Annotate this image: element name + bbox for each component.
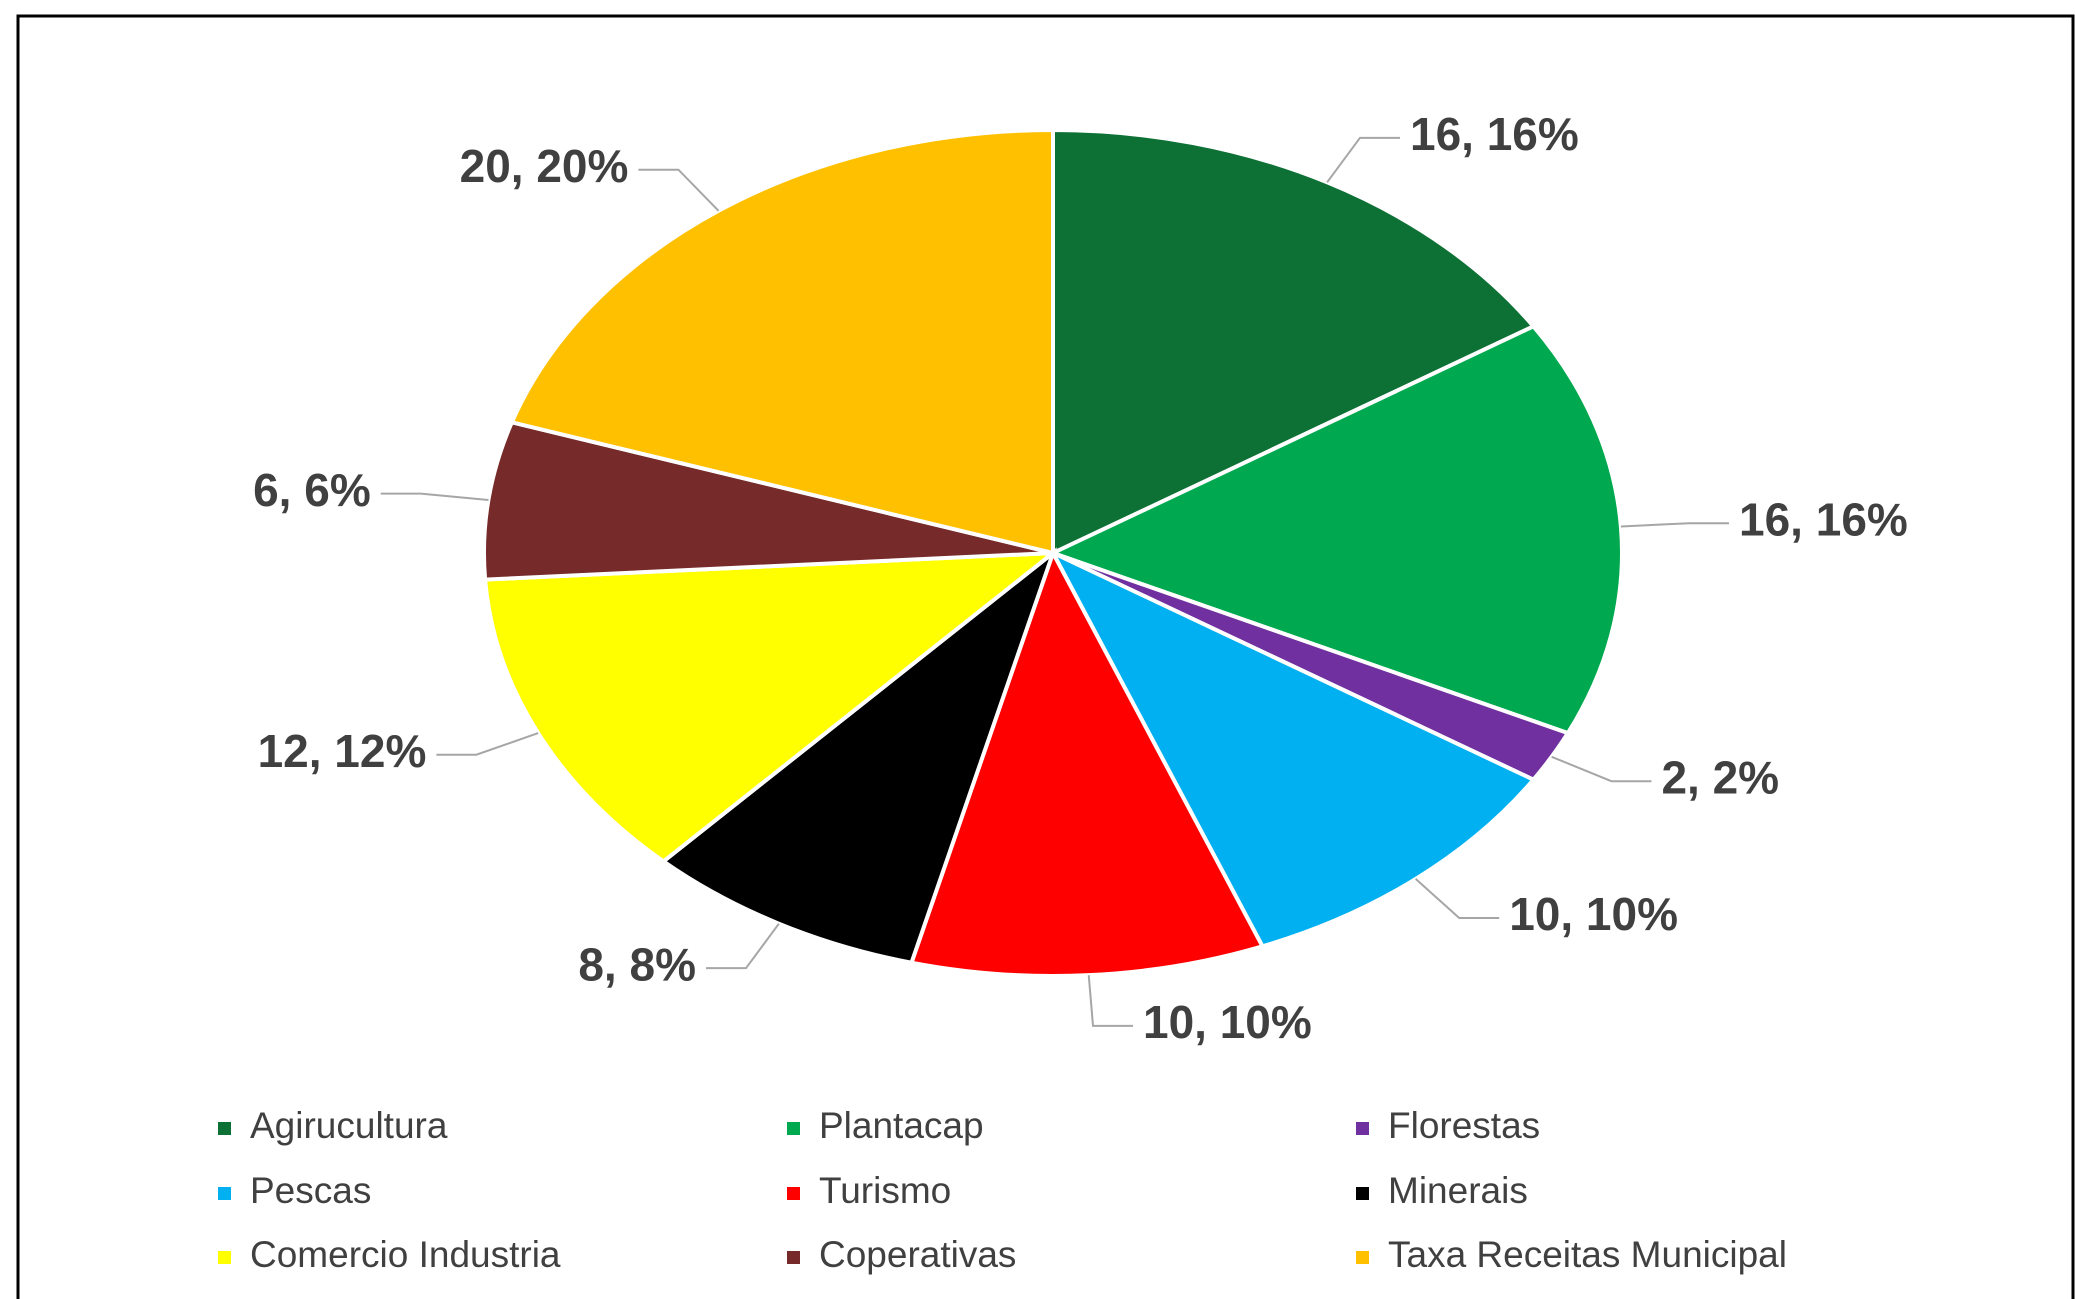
legend-marker [218,1122,231,1135]
legend-marker [787,1251,800,1264]
legend-marker [1356,1187,1369,1200]
leader-line [1620,522,1730,528]
leader-line [1551,755,1652,783]
pie-slice [509,127,1055,556]
legend-label: Minerais [1388,1170,1528,1211]
pie-slice [482,419,1054,582]
legend-label: Florestas [1388,1105,1540,1146]
legend-label: Turismo [819,1170,951,1211]
data-label: 20, 20% [460,140,629,192]
pie-slice [1051,127,1537,557]
leader-line [638,168,720,212]
legend-marker [1356,1251,1369,1264]
legend-label: Coperativas [819,1234,1016,1275]
leader-line [380,492,489,501]
pie-slice [908,548,1266,978]
leader-line [436,732,539,756]
data-label: 16, 16% [1410,108,1579,160]
legend-marker [787,1187,800,1200]
legend-label: Agirucultura [250,1105,448,1146]
leader-line [1087,975,1134,1027]
legend-label: Comercio Industria [250,1234,561,1275]
legend-label: Taxa Receitas Municipal [1388,1234,1787,1275]
data-label: 10, 10% [1143,996,1312,1048]
pie-slice [660,547,1058,966]
data-label: 6, 6% [253,464,371,516]
data-label: 16, 16% [1739,493,1908,545]
legend-label: Plantacap [819,1105,984,1146]
data-label: 12, 12% [258,725,427,777]
legend-label: Pescas [250,1170,371,1211]
frame [16,14,2075,1299]
pie-slice [1047,323,1624,736]
leader-line [1326,136,1401,183]
data-label: 2, 2% [1661,751,1779,803]
legend-marker [787,1122,800,1135]
pie-slice [482,550,1060,864]
pie-slice [1048,548,1537,949]
leader-line [705,923,780,970]
data-label: 10, 10% [1509,888,1678,940]
legend-marker [218,1251,231,1264]
leader-line [1415,878,1500,920]
legend-marker [218,1187,231,1200]
data-label: 8, 8% [578,938,696,990]
legend-marker [1356,1122,1369,1135]
